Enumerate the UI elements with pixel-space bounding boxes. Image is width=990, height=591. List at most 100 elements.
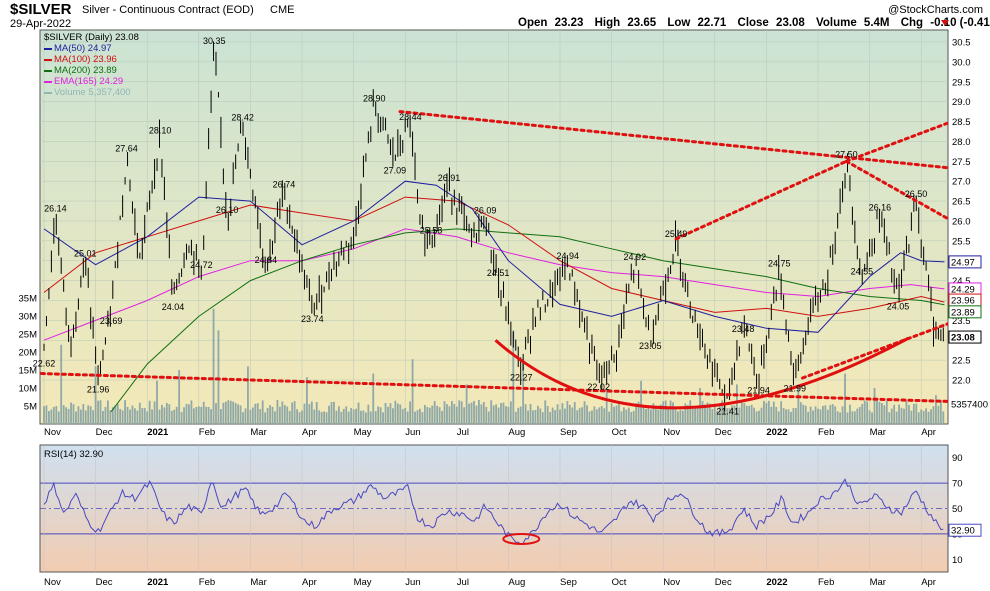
chg-value: -0.10 (-0.41%) <box>930 17 990 29</box>
volume-bar <box>367 404 370 424</box>
x-axis-label: Aug <box>508 427 525 438</box>
volume-bar <box>824 405 827 424</box>
volume-bar <box>573 402 576 424</box>
volume-bar <box>102 410 104 424</box>
volume-bar <box>600 406 603 424</box>
volume-bar <box>927 411 930 424</box>
volume-bar <box>202 401 205 424</box>
volume-bar <box>841 406 844 424</box>
volume-bar <box>586 405 588 424</box>
volume-bar <box>281 401 284 424</box>
volume-bar <box>674 407 677 424</box>
rsi-tick-label: 50 <box>952 504 963 515</box>
volume-bar <box>438 407 441 424</box>
x-axis-label: Mar <box>870 577 886 588</box>
volume-bar <box>141 408 144 424</box>
volume-bar <box>551 407 554 424</box>
volume-bar <box>443 401 446 424</box>
volume-bar <box>409 401 412 424</box>
volume-bar <box>534 409 537 424</box>
volume-bar <box>165 402 168 424</box>
volume-bar <box>738 407 741 424</box>
volume-bar <box>207 406 210 424</box>
volume-bar <box>212 308 215 424</box>
volume-bar <box>178 370 181 424</box>
chg-label: Chg <box>901 17 923 29</box>
price-point-label: 21.96 <box>87 385 110 395</box>
volume-bar <box>470 402 473 424</box>
volume-bar <box>134 408 136 424</box>
volume-bar <box>271 406 274 424</box>
volume-bar <box>519 406 522 424</box>
volume-bar <box>247 366 249 424</box>
price-point-label: 24.04 <box>162 302 185 312</box>
volume-bar <box>517 407 520 424</box>
price-point-label: 24.05 <box>887 301 910 311</box>
volume-bar <box>939 400 942 424</box>
open-value: 23.23 <box>555 17 584 29</box>
volume-bar <box>65 407 68 424</box>
right-value-box <box>948 330 982 344</box>
volume-bar <box>482 402 485 424</box>
volume-bar <box>392 408 394 424</box>
trendline-upper-fan-lower <box>674 159 848 241</box>
volume-bar <box>291 402 294 424</box>
volume-bar <box>342 408 345 424</box>
ma50-line <box>43 180 945 333</box>
price-point-label: 24.92 <box>624 252 647 262</box>
price-tick-label: 23.5 <box>952 316 971 327</box>
x-axis-label: Mar <box>870 427 886 438</box>
volume-tick-label: 10M <box>19 384 38 395</box>
price-point-label: 27.50 <box>835 149 858 159</box>
volume-bar <box>156 380 158 424</box>
volume-bar <box>681 410 684 424</box>
volume-bar <box>593 406 596 424</box>
volume-bar <box>620 411 623 424</box>
volume-bar <box>399 404 402 424</box>
volume-bar <box>401 409 404 424</box>
volume-bar <box>625 409 628 424</box>
volume-bar <box>360 410 362 424</box>
x-axis-label: Feb <box>199 577 215 588</box>
volume-bar <box>566 401 569 424</box>
volume-bar <box>404 407 407 424</box>
volume-bar <box>419 408 421 424</box>
price-tick-label: 25.5 <box>952 236 971 247</box>
x-axis-label: May <box>354 577 372 588</box>
x-axis-label: Apr <box>302 577 317 588</box>
volume-bar <box>512 330 515 424</box>
volume-bar <box>266 407 269 424</box>
volume-bar <box>849 404 851 424</box>
price-point-label: 21.99 <box>784 383 807 393</box>
volume-axis: 5M 10M 15M 20M 25M 30M 35M <box>19 294 38 413</box>
volume-bar <box>308 404 311 424</box>
volume-bar <box>411 359 414 424</box>
volume-bar <box>126 406 129 424</box>
rsi-tick-label: 90 <box>952 453 963 464</box>
right-value-box <box>948 255 982 269</box>
volume-bar <box>234 403 237 424</box>
volume-tick-label: 15M <box>19 366 38 377</box>
right-value-label: 23.96 <box>951 296 975 307</box>
price-point-label: 23.05 <box>639 341 662 351</box>
price-point-label: 26.14 <box>44 203 67 213</box>
volume-bar <box>731 405 733 424</box>
volume-bar <box>900 407 903 424</box>
x-axis-label: Aug <box>508 577 525 588</box>
volume-bar <box>450 401 453 424</box>
rsi-last-box <box>948 523 982 537</box>
volume-bar <box>755 411 758 424</box>
volume-bar <box>826 409 829 424</box>
volume-bar <box>372 373 375 424</box>
volume-bar <box>183 407 185 424</box>
volume-bar <box>161 404 163 424</box>
volume-bar <box>109 410 112 424</box>
volume-bar <box>124 400 126 424</box>
volume-bar <box>713 405 716 424</box>
volume-bar <box>158 409 161 424</box>
price-tick-label: 27.5 <box>952 157 971 168</box>
volume-bar <box>274 411 276 424</box>
volume-bar <box>396 403 399 424</box>
volume-bar <box>205 406 208 424</box>
volume-bar <box>500 403 502 424</box>
